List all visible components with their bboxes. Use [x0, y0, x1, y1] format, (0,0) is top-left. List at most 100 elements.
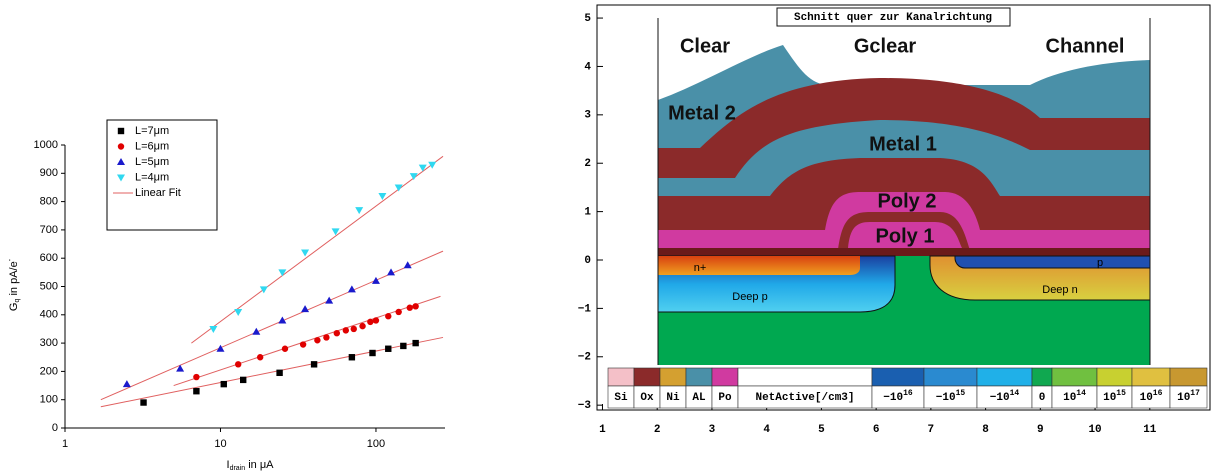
point: [117, 158, 125, 165]
point: [314, 337, 321, 344]
point: [278, 316, 287, 324]
point: [259, 286, 268, 294]
label-part: drain: [230, 465, 246, 472]
y-tick-label: 800: [40, 196, 58, 208]
y-tick-label: 1: [584, 207, 591, 219]
legend-label: L=6μm: [135, 140, 169, 152]
point: [348, 354, 356, 361]
label-part: −10: [936, 392, 956, 404]
fit-line: [100, 250, 444, 401]
y-tick-label: 400: [40, 309, 58, 321]
plot-frame: [596, 4, 1211, 411]
legend-label: Si: [614, 392, 628, 404]
label-part: 0: [1039, 392, 1046, 404]
point: [220, 380, 227, 388]
label-part: 16: [903, 389, 913, 398]
legend-label: Po: [718, 392, 732, 404]
legend-swatch: [923, 367, 978, 387]
legend-swatch: [1096, 367, 1133, 387]
y-tick-label: 900: [40, 167, 58, 179]
legend-swatch: [976, 367, 1033, 387]
legend-cell: [1169, 385, 1208, 409]
point: [371, 276, 380, 284]
legend-swatch: [711, 367, 739, 387]
point: [395, 308, 402, 316]
legend-swatch: [685, 367, 713, 387]
x-tick-label: 3: [709, 424, 716, 436]
y-tick-label: 0: [584, 255, 591, 267]
y-tick-label: 600: [40, 252, 58, 264]
region-label: Gclear: [854, 35, 916, 57]
point: [256, 354, 264, 361]
legend-label: −1014: [990, 389, 1020, 404]
region-label: Channel: [1046, 35, 1125, 57]
legend-label: 1015: [1103, 389, 1126, 404]
y-tick-label: 5: [584, 13, 591, 25]
point: [301, 305, 310, 313]
device-regions: [657, 18, 1151, 365]
legend-label: Ox: [640, 392, 654, 404]
region-label: Deep n: [1042, 284, 1077, 296]
legend-label: Ni: [666, 392, 680, 404]
label-part: -: [7, 258, 14, 261]
point: [140, 399, 147, 406]
x-tick-label: 10: [214, 438, 226, 450]
point: [234, 308, 243, 316]
label-part: 14: [1076, 389, 1086, 398]
point: [369, 349, 376, 357]
point: [350, 325, 357, 333]
point: [323, 334, 330, 341]
legend-swatch: [607, 367, 635, 387]
legend-swatch: [1169, 367, 1208, 387]
title-box: [776, 7, 1011, 27]
point: [372, 317, 380, 324]
fit-line: [191, 155, 444, 344]
point: [367, 318, 374, 326]
region-label: p: [1097, 257, 1103, 269]
point: [239, 376, 247, 384]
label-part: 15: [1116, 389, 1126, 398]
point: [333, 329, 341, 337]
point: [276, 369, 283, 377]
point: [412, 339, 419, 347]
label-part: in pA/e: [8, 261, 20, 298]
y-tick-label: 100: [40, 394, 58, 406]
x-tick-label: 6: [873, 424, 880, 436]
x-tick-label: 1: [599, 424, 606, 436]
y-tick-label: 3: [584, 110, 591, 122]
point: [310, 361, 318, 368]
legend-label: L=4μm: [135, 171, 169, 183]
legend-label: 1016: [1140, 389, 1163, 404]
point: [418, 164, 427, 172]
point: [406, 304, 413, 311]
y-tick-label: 0: [52, 422, 58, 434]
point: [359, 322, 366, 330]
point: [403, 261, 412, 269]
legend-label: −1016: [883, 389, 913, 404]
legend-label: L=7μm: [135, 125, 169, 137]
y-tick-label: 200: [40, 365, 58, 377]
x-tick-label: 11: [1143, 424, 1157, 436]
x-axis-label: Idrain in μA: [227, 459, 275, 472]
legend-label: 0: [1039, 392, 1046, 404]
chart-title: Schnitt quer zur Kanalrichtung: [794, 12, 992, 24]
label-part: 10: [1177, 392, 1190, 404]
point: [117, 143, 125, 150]
y-tick-label: −1: [578, 303, 592, 315]
x-tick-label: 100: [367, 438, 385, 450]
legend-swatch: [633, 367, 661, 387]
x-tick-label: 2: [654, 424, 661, 436]
x-tick-label: 1: [62, 438, 68, 450]
y-tick-label: −3: [578, 400, 592, 412]
point: [122, 380, 131, 388]
legend-box: [106, 119, 218, 231]
fit-line: [100, 336, 444, 408]
region-label: Metal 1: [869, 133, 937, 155]
y-tick-label: 500: [40, 280, 58, 292]
region-label: Clear: [680, 35, 730, 57]
legend-label: L=5μm: [135, 156, 169, 168]
point: [378, 192, 387, 200]
point: [234, 361, 242, 368]
x-tick-label: 10: [1088, 424, 1101, 436]
